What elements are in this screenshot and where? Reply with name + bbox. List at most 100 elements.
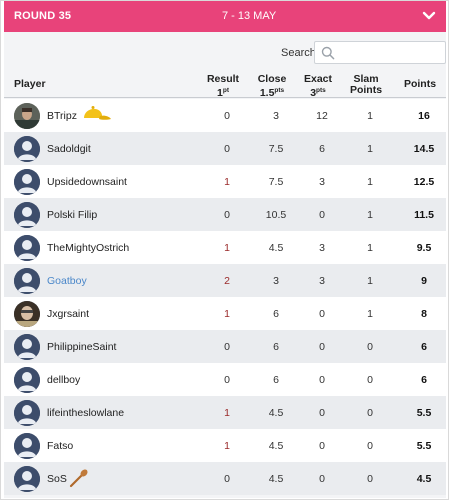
avatar-photo [14, 301, 40, 327]
player-name[interactable]: Goatboy [47, 275, 87, 287]
result-cell: 1 [224, 407, 230, 419]
avatar-placeholder-icon [14, 334, 40, 360]
slam-cell: 1 [367, 110, 373, 122]
col-player[interactable]: Player [14, 78, 46, 90]
player-name: Jxgrsaint [47, 308, 90, 320]
table-row[interactable]: SoS 0 4.5 0 0 4.5 [4, 462, 446, 495]
round-dates: 7 - 13 MAY [222, 10, 277, 22]
points-cell: 5.5 [416, 440, 432, 452]
exact-cell: 0 [319, 440, 325, 452]
slam-cell: 1 [367, 275, 373, 287]
slam-cell: 0 [367, 407, 373, 419]
avatar-placeholder-icon [14, 433, 40, 459]
close-cell: 10.5 [265, 209, 287, 221]
wooden-spoon-icon [68, 467, 90, 494]
table-row[interactable]: Fatso 1 4.5 0 0 5.5 [4, 429, 446, 462]
exact-cell: 6 [319, 143, 325, 155]
player-name: Fatso [47, 440, 74, 452]
search-input[interactable] [314, 41, 446, 64]
points-cell: 11.5 [414, 209, 434, 221]
search-label: Search: [281, 47, 319, 59]
player-name: BTripz [47, 110, 77, 122]
round-title: ROUND 35 [14, 10, 72, 22]
slam-cell: 1 [367, 242, 373, 254]
table-row[interactable]: Sadoldgit 0 7.5 6 1 14.5 [4, 132, 446, 165]
slam-cell: 1 [367, 143, 373, 155]
table-row[interactable]: TheMightyOstrich 1 4.5 3 1 9.5 [4, 231, 446, 264]
table-row[interactable]: BTripz 0 3 12 1 16 [4, 99, 446, 132]
exact-cell: 0 [319, 374, 325, 386]
player-name: Polski Filip [47, 209, 98, 221]
slam-cell: 1 [367, 176, 373, 188]
player-name: Sadoldgit [47, 143, 91, 155]
points-cell: 12.5 [413, 176, 435, 188]
result-cell: 0 [224, 473, 230, 485]
close-cell: 6 [273, 374, 279, 386]
result-cell: 1 [224, 176, 230, 188]
col-close[interactable]: Close 1.5pts [257, 73, 287, 99]
avatar-placeholder-icon [14, 136, 40, 162]
round-header[interactable]: ROUND 35 7 - 13 MAY [4, 1, 446, 32]
exact-cell: 3 [319, 275, 325, 287]
points-cell: 5.5 [416, 407, 432, 419]
avatar-placeholder-icon [14, 268, 40, 294]
table-row[interactable]: lifeintheslowlane 1 4.5 0 0 5.5 [4, 396, 446, 429]
exact-cell: 3 [319, 242, 325, 254]
search-icon [321, 46, 335, 60]
col-result[interactable]: Result 1pt [206, 73, 240, 99]
points-cell: 4.5 [416, 473, 432, 485]
avatar-placeholder-icon [14, 466, 40, 492]
exact-cell: 12 [316, 110, 328, 122]
result-cell: 0 [224, 341, 230, 353]
avatar-placeholder-icon [14, 235, 40, 261]
close-cell: 3 [273, 275, 279, 287]
exact-cell: 0 [319, 209, 325, 221]
player-name: PhilippineSaint [47, 341, 117, 353]
close-cell: 7.5 [268, 176, 284, 188]
exact-cell: 3 [319, 176, 325, 188]
slam-cell: 0 [367, 374, 373, 386]
slam-cell: 1 [367, 209, 373, 221]
slam-cell: 0 [367, 341, 373, 353]
exact-cell: 0 [319, 341, 325, 353]
close-cell: 6 [273, 308, 279, 320]
col-exact[interactable]: Exact 3pts [303, 73, 333, 99]
player-name: TheMightyOstrich [47, 242, 130, 254]
avatar-placeholder-icon [14, 169, 40, 195]
avatar-placeholder-icon [14, 400, 40, 426]
player-name: Upsidedownsaint [47, 176, 127, 188]
close-cell: 4.5 [268, 242, 284, 254]
header-divider [4, 97, 446, 98]
table-row[interactable]: Polski Filip 0 10.5 0 1 11.5 [4, 198, 446, 231]
chevron-down-icon[interactable] [422, 9, 436, 23]
slam-cell: 0 [367, 440, 373, 452]
table-row[interactable]: Upsidedownsaint 1 7.5 3 1 12.5 [4, 165, 446, 198]
avatar-placeholder-icon [14, 202, 40, 228]
points-cell: 9.5 [416, 242, 432, 254]
avatar-photo [14, 103, 40, 129]
result-cell: 1 [224, 242, 230, 254]
exact-cell: 0 [319, 407, 325, 419]
table-row[interactable]: dellboy 0 6 0 0 6 [4, 363, 446, 396]
table-row[interactable]: Jxgrsaint 1 6 0 1 8 [4, 297, 446, 330]
result-cell: 1 [224, 440, 230, 452]
result-cell: 0 [224, 374, 230, 386]
points-cell: 16 [418, 110, 430, 122]
exact-cell: 0 [319, 473, 325, 485]
col-points[interactable]: Points [403, 78, 437, 90]
close-cell: 4.5 [268, 407, 284, 419]
points-cell: 9 [421, 275, 427, 287]
col-slam[interactable]: Slam Points [349, 73, 383, 96]
close-cell: 6 [273, 341, 279, 353]
cap-icon [80, 103, 112, 130]
slam-cell: 0 [367, 473, 373, 485]
table-row[interactable]: PhilippineSaint 0 6 0 0 6 [4, 330, 446, 363]
close-cell: 4.5 [268, 473, 284, 485]
points-cell: 6 [421, 341, 427, 353]
player-name: dellboy [47, 374, 81, 386]
player-name: SoS [47, 473, 67, 485]
table-row[interactable]: Goatboy 2 3 3 1 9 [4, 264, 446, 297]
result-cell: 0 [224, 209, 230, 221]
avatar-placeholder-icon [14, 367, 40, 393]
slam-cell: 1 [367, 308, 373, 320]
